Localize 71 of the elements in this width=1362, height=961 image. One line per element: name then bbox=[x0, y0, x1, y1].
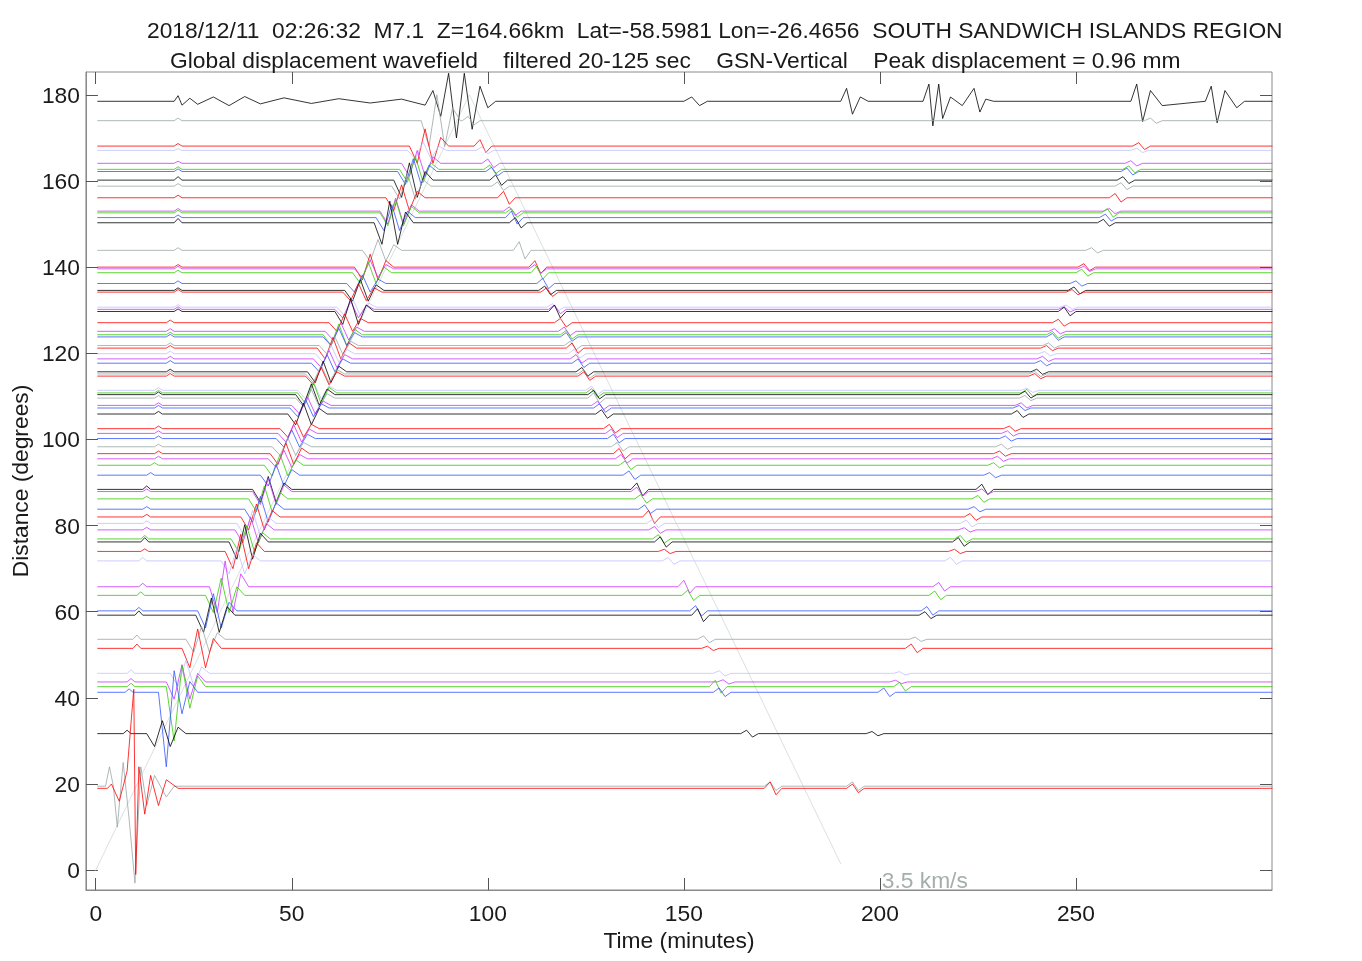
line-series bbox=[97, 625, 1273, 653]
line-series bbox=[97, 437, 1273, 456]
line-series bbox=[97, 141, 1273, 160]
line-series bbox=[97, 184, 1273, 212]
line-series bbox=[97, 454, 1273, 477]
line-series bbox=[97, 560, 1273, 613]
line-series bbox=[97, 525, 1273, 553]
line-series bbox=[97, 660, 1273, 687]
line-series bbox=[97, 670, 1273, 768]
line-series bbox=[97, 259, 1273, 278]
line-series bbox=[97, 150, 1273, 177]
line-series bbox=[97, 336, 1273, 355]
x-tick-label: 0 bbox=[89, 899, 103, 926]
line-series bbox=[97, 336, 1273, 360]
line-series bbox=[97, 424, 1273, 443]
line-series bbox=[97, 429, 1273, 448]
line-series bbox=[97, 720, 1273, 747]
y-tick-label: 20 bbox=[54, 771, 80, 798]
line-series bbox=[97, 162, 1273, 198]
line-series bbox=[97, 485, 1273, 513]
line-series bbox=[97, 389, 1273, 408]
line-series bbox=[97, 239, 1273, 262]
y-axis-title: Distance (degrees) bbox=[6, 384, 33, 578]
y-tick-label: 140 bbox=[41, 254, 80, 281]
line-series bbox=[97, 628, 1273, 669]
line-series bbox=[97, 664, 1273, 742]
annotation: 3.5 km/s bbox=[881, 866, 968, 893]
line-series bbox=[97, 664, 1273, 700]
x-axis-title: Time (minutes) bbox=[603, 927, 755, 954]
x-tick-label: 200 bbox=[860, 899, 899, 926]
line-series bbox=[97, 200, 1273, 245]
x-tick-label: 250 bbox=[1056, 899, 1095, 926]
y-tick-label: 180 bbox=[41, 81, 80, 108]
line-series bbox=[97, 442, 1273, 465]
line-series bbox=[97, 349, 1273, 368]
x-tick-label: 150 bbox=[664, 899, 703, 926]
line-series bbox=[97, 419, 1273, 438]
line-series bbox=[97, 72, 1273, 139]
line-series bbox=[97, 344, 1273, 363]
line-series bbox=[97, 495, 1273, 523]
y-tick-label: 120 bbox=[41, 340, 80, 367]
line-series bbox=[97, 516, 1273, 544]
line-series bbox=[97, 261, 1273, 284]
line-series bbox=[97, 313, 1273, 332]
line-series bbox=[97, 533, 1273, 570]
line-series bbox=[97, 577, 1273, 613]
line-series bbox=[97, 274, 1273, 293]
line-series bbox=[97, 503, 1273, 531]
line-series bbox=[97, 381, 1273, 400]
line-series bbox=[97, 128, 1273, 164]
x-tick-label: 100 bbox=[468, 899, 507, 926]
y-tick-label: 100 bbox=[41, 426, 80, 453]
line-series bbox=[97, 94, 1273, 147]
y-tick-label: 160 bbox=[41, 167, 80, 194]
line-series bbox=[97, 172, 1273, 200]
line-series bbox=[97, 547, 1273, 575]
y-tick-label: 0 bbox=[67, 857, 80, 884]
line-series bbox=[97, 510, 1273, 537]
y-tick-label: 60 bbox=[54, 598, 80, 625]
line-series bbox=[97, 204, 1273, 231]
line-series bbox=[97, 253, 1273, 281]
line-series bbox=[97, 464, 1273, 487]
y-tick-label: 80 bbox=[54, 512, 80, 539]
line-series bbox=[97, 354, 1273, 373]
chart-subtitle: Global displacement wavefield filtered 20-125 sec GSN-Vertical Peak displacement = 0.96 mm bbox=[170, 46, 1181, 73]
line-series bbox=[97, 449, 1273, 468]
line-series bbox=[97, 322, 1273, 341]
line-series bbox=[97, 524, 1273, 560]
x-tick-label: 50 bbox=[279, 899, 305, 926]
chart-title: 2018/12/11 02:26:32 M7.1 Z=164.66km Lat=-58.5981 Lon=-26.4656 SOUTH SANDWICH ISLANDS REGION bbox=[147, 16, 1283, 43]
y-tick-label: 40 bbox=[54, 684, 80, 711]
